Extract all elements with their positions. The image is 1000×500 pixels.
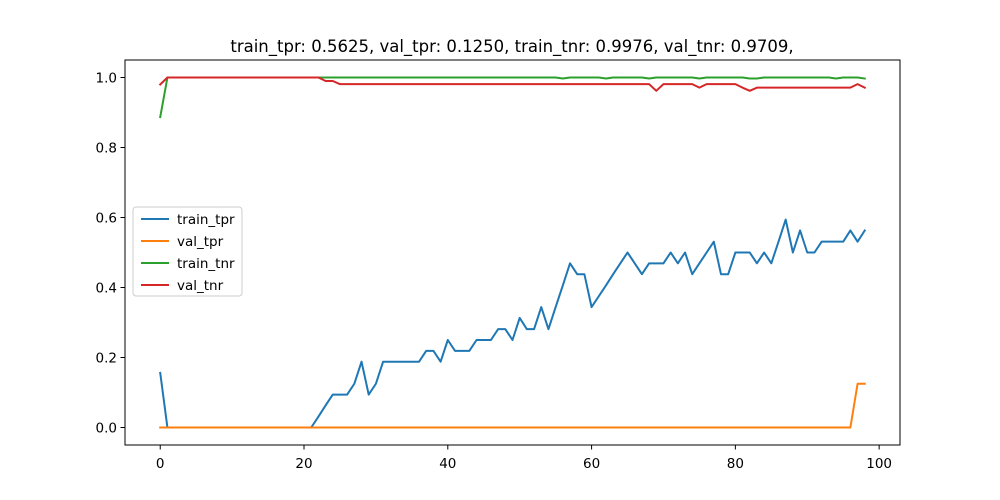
x-tick-label: 0: [156, 456, 165, 472]
legend: train_tpr val_tpr train_tnr val_tnr: [132, 206, 243, 297]
x-axis: 0 20 40 60 80 100: [156, 445, 892, 472]
x-tick-label: 60: [583, 456, 600, 472]
y-tick-label: 0.0: [96, 420, 117, 436]
y-tick-label: 0.2: [96, 350, 117, 366]
x-tick-label: 100: [866, 456, 892, 472]
series-group: [158, 76, 867, 429]
y-tick-label: 0.8: [96, 140, 117, 156]
y-axis: 0.0 0.2 0.4 0.6 0.8 1.0: [96, 70, 125, 436]
series-line-train-tpr: [159, 218, 867, 429]
legend-label-val-tnr: val_tnr: [177, 278, 224, 294]
x-tick-label: 20: [295, 456, 312, 472]
x-tick-label: 40: [439, 456, 456, 472]
axes-frame: [124, 59, 901, 446]
chart-title: train_tpr: 0.5625, val_tpr: 0.1250, trai…: [230, 37, 793, 57]
series-line-val-tpr: [159, 382, 866, 429]
x-tick-label: 80: [727, 456, 744, 472]
y-tick-label: 0.4: [96, 280, 117, 296]
legend-label-train-tnr: train_tnr: [177, 256, 235, 272]
y-tick-label: 1.0: [96, 70, 117, 86]
legend-box: [132, 206, 243, 297]
legend-label-train-tpr: train_tpr: [177, 212, 235, 228]
series-line-train-tnr: [159, 76, 866, 119]
series-line-val-tnr: [158, 76, 867, 92]
legend-label-val-tpr: val_tpr: [177, 234, 224, 250]
y-tick-label: 0.6: [96, 210, 117, 226]
